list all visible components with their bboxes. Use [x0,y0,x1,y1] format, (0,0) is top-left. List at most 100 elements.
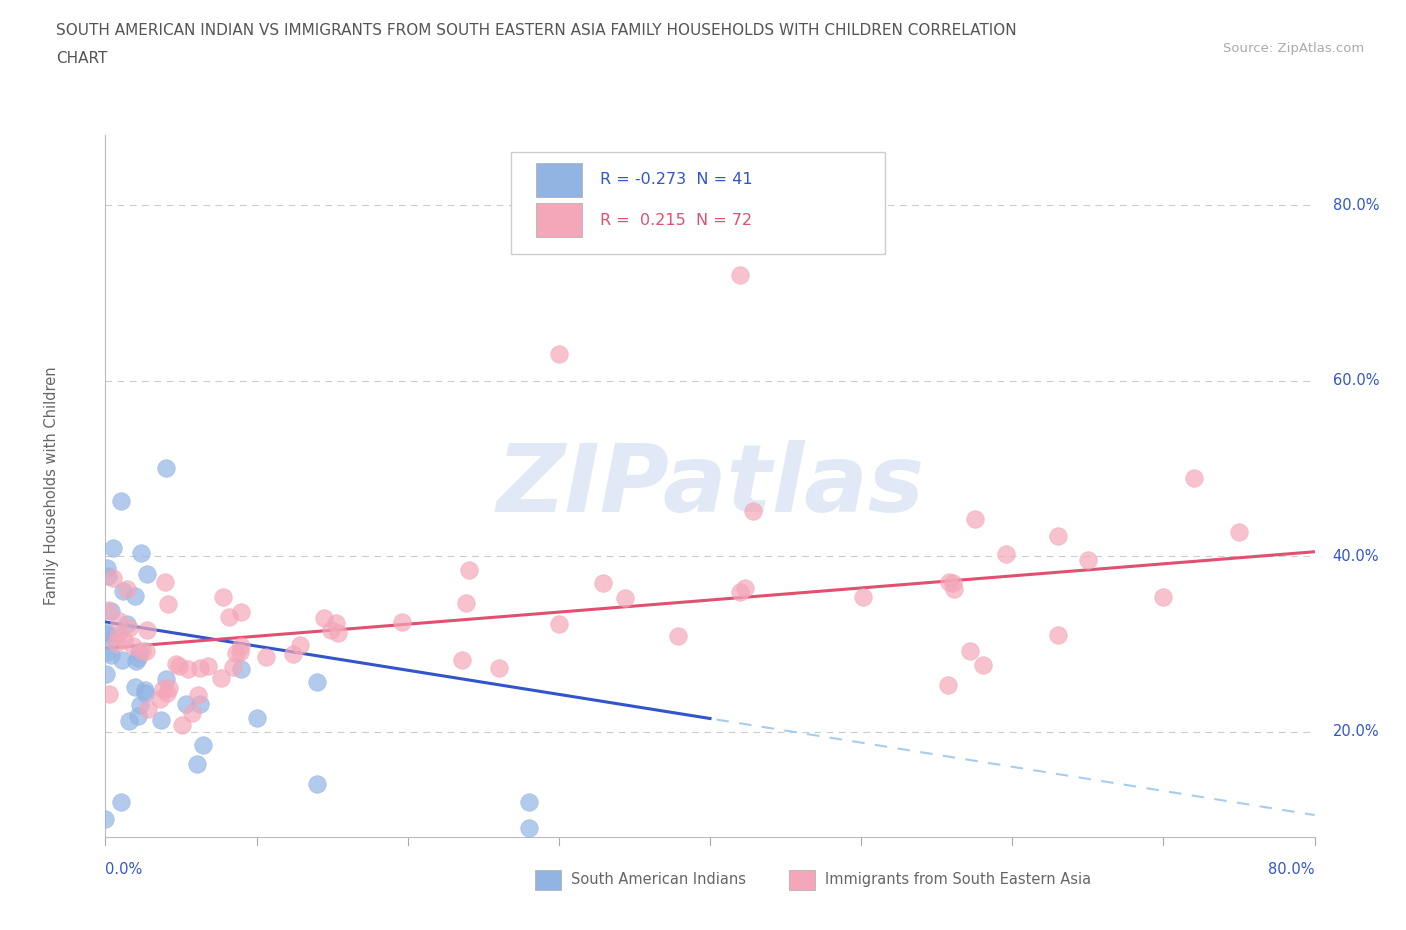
Point [188,696,211,711]
Point [155,461,177,476]
Point [96,645,118,660]
Point [972,658,994,672]
Point [135,623,157,638]
Point [121,639,143,654]
Text: Source: ZipAtlas.com: Source: ZipAtlas.com [1223,42,1364,55]
Point [666,629,689,644]
Point [112,632,135,647]
Text: R =  0.215  N = 72: R = 0.215 N = 72 [600,213,752,228]
Text: 80.0%: 80.0% [1333,197,1379,213]
Point [110,494,132,509]
Point [321,622,343,637]
Point [125,653,148,668]
Point [942,581,965,596]
Point [155,671,177,686]
Text: ZIPatlas: ZIPatlas [496,440,924,532]
Point [177,661,200,676]
Point [180,706,202,721]
Point [517,794,540,809]
Point [97,568,120,583]
Point [188,661,211,676]
Point [995,547,1018,562]
Point [127,709,149,724]
Point [728,268,751,283]
Point [135,644,157,658]
Point [245,711,267,725]
Point [187,687,209,702]
Point [458,563,481,578]
Point [1077,552,1099,567]
Point [938,575,960,590]
Point [149,712,172,727]
Point [152,682,174,697]
Point [548,617,571,631]
Point [307,675,329,690]
Point [959,644,981,658]
Point [94,626,117,641]
Bar [789,870,815,890]
Point [156,685,179,700]
Point [96,561,118,576]
Point [325,616,347,631]
FancyBboxPatch shape [510,153,886,254]
Point [117,621,139,636]
Point [326,626,349,641]
Point [734,581,756,596]
Point [218,610,240,625]
Text: 80.0%: 80.0% [1268,861,1315,877]
Point [157,681,180,696]
Point [231,662,253,677]
Point [450,652,472,667]
Text: CHART: CHART [56,51,108,66]
Point [290,637,312,652]
Point [115,617,138,631]
Point [312,611,335,626]
Text: Immigrants from South Eastern Asia: Immigrants from South Eastern Asia [825,872,1091,887]
Point [548,347,571,362]
Point [134,683,156,698]
Point [1182,471,1205,485]
Point [129,698,152,712]
Point [186,756,208,771]
Point [283,646,305,661]
Point [741,503,763,518]
Point [231,604,253,619]
Point [592,576,614,591]
Point [110,794,132,809]
Point [209,671,232,686]
Point [101,570,124,585]
Point [211,590,233,604]
Point [165,656,187,671]
Point [115,581,138,596]
Point [127,651,149,666]
Point [391,615,413,630]
Point [100,604,122,618]
Text: 60.0%: 60.0% [1333,373,1379,388]
Point [94,812,117,827]
Point [103,541,125,556]
Point [103,630,125,644]
Point [135,567,157,582]
Point [963,512,986,527]
Text: Family Households with Children: Family Households with Children [44,366,59,605]
Point [131,644,153,658]
Text: SOUTH AMERICAN INDIAN VS IMMIGRANTS FROM SOUTH EASTERN ASIA FAMILY HOUSEHOLDS WI: SOUTH AMERICAN INDIAN VS IMMIGRANTS FROM… [56,23,1017,38]
Point [128,644,150,659]
Point [134,685,156,700]
Text: 0.0%: 0.0% [105,861,142,877]
Point [118,713,141,728]
Point [174,697,197,711]
Point [157,596,180,611]
Point [111,652,134,667]
Point [456,595,478,610]
Point [1227,525,1250,539]
Point [614,591,637,605]
Point [254,649,277,664]
Point [229,639,252,654]
Text: 20.0%: 20.0% [1333,724,1379,739]
Point [728,585,751,600]
Point [124,680,146,695]
Point [153,575,176,590]
Bar [536,203,582,236]
Point [488,660,510,675]
